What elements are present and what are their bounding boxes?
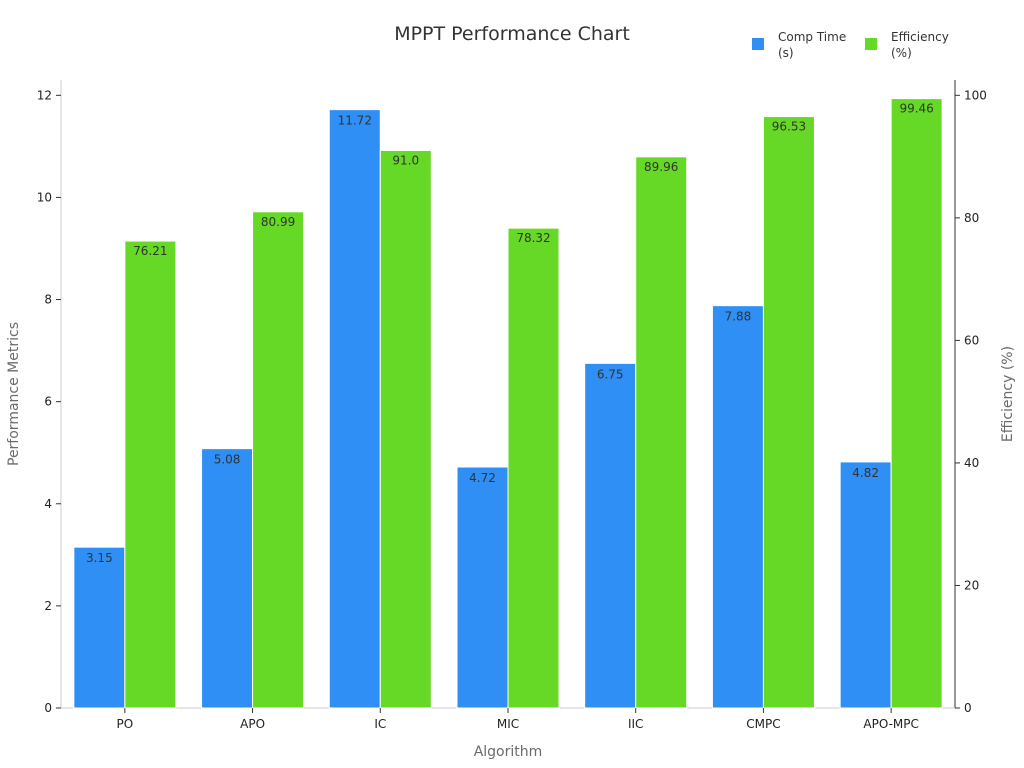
bar-label-efficiency: 76.21 (133, 244, 167, 258)
legend: Comp Time (s) Efficiency (%) (752, 30, 949, 60)
bar-label-comp-time: 6.75 (597, 367, 624, 381)
y-tick-label: 0 (44, 701, 52, 715)
bar-efficiency (890, 98, 943, 709)
legend-swatch (752, 38, 764, 50)
bar-efficiency (507, 227, 560, 709)
y-tick-label: 12 (37, 88, 52, 102)
y2-tick-label: 80 (964, 211, 979, 225)
bar-comp-time (456, 466, 509, 709)
x-axis-title: Algorithm (474, 744, 543, 760)
y-tick-label: 8 (44, 293, 52, 307)
bar-label-efficiency: 89.96 (644, 160, 678, 174)
bar-comp-time (328, 109, 381, 709)
y2-tick-label: 100 (964, 88, 987, 102)
legend-label: Efficiency (891, 30, 949, 44)
bar-label-comp-time: 3.15 (86, 551, 113, 565)
y2-tick-label: 60 (964, 333, 979, 347)
x-tick-label: IC (374, 717, 386, 731)
bar-label-comp-time: 7.88 (725, 310, 752, 324)
y-tick-label: 10 (37, 190, 52, 204)
legend-swatch (865, 38, 877, 50)
y2-tick-label: 20 (964, 578, 979, 592)
bar-label-efficiency: 91.0 (392, 153, 419, 167)
y2-tick-label: 0 (964, 701, 972, 715)
bar-efficiency (252, 211, 305, 709)
bar-comp-time (201, 448, 254, 709)
x-tick-label: MIC (497, 717, 519, 731)
bar-efficiency (635, 156, 688, 709)
y-tick-label: 6 (44, 395, 52, 409)
chart-title: MPPT Performance Chart (394, 23, 630, 45)
bar-comp-time (839, 461, 892, 709)
bar-label-efficiency: 96.53 (772, 120, 806, 134)
bar-label-comp-time: 11.72 (338, 114, 372, 128)
bar-comp-time (711, 305, 764, 709)
x-tick-label: APO-MPC (863, 717, 919, 731)
bar-label-efficiency: 78.32 (516, 231, 550, 245)
bar-comp-time (584, 362, 637, 709)
y-tick-label: 2 (44, 599, 52, 613)
y-tick-label: 4 (44, 497, 52, 511)
bar-efficiency (379, 149, 432, 709)
x-tick-label: CMPC (746, 717, 780, 731)
bar-label-efficiency: 99.46 (899, 102, 933, 116)
x-tick-label: IIC (628, 717, 643, 731)
bar-efficiency (762, 116, 815, 709)
bar-label-comp-time: 4.72 (469, 471, 496, 485)
legend-label: (%) (891, 46, 912, 60)
bar-comp-time (73, 546, 126, 709)
x-tick-label: PO (117, 717, 134, 731)
bar-label-comp-time: 5.08 (214, 453, 241, 467)
y-axis-title: Performance Metrics (6, 322, 22, 466)
bar-label-comp-time: 4.82 (852, 466, 879, 480)
legend-label: Comp Time (778, 30, 846, 44)
bar-efficiency (124, 240, 177, 709)
x-tick-label: APO (240, 717, 265, 731)
bar-label-efficiency: 80.99 (261, 215, 295, 229)
y2-tick-label: 40 (964, 456, 979, 470)
y2-axis-title: Efficiency (%) (1000, 346, 1016, 442)
legend-label: (s) (778, 46, 794, 60)
plot-area: 0 2 4 6 8 10 12 0 20 40 60 80 100 3.15 76.21 PO 5.08 80.9… (37, 80, 987, 731)
